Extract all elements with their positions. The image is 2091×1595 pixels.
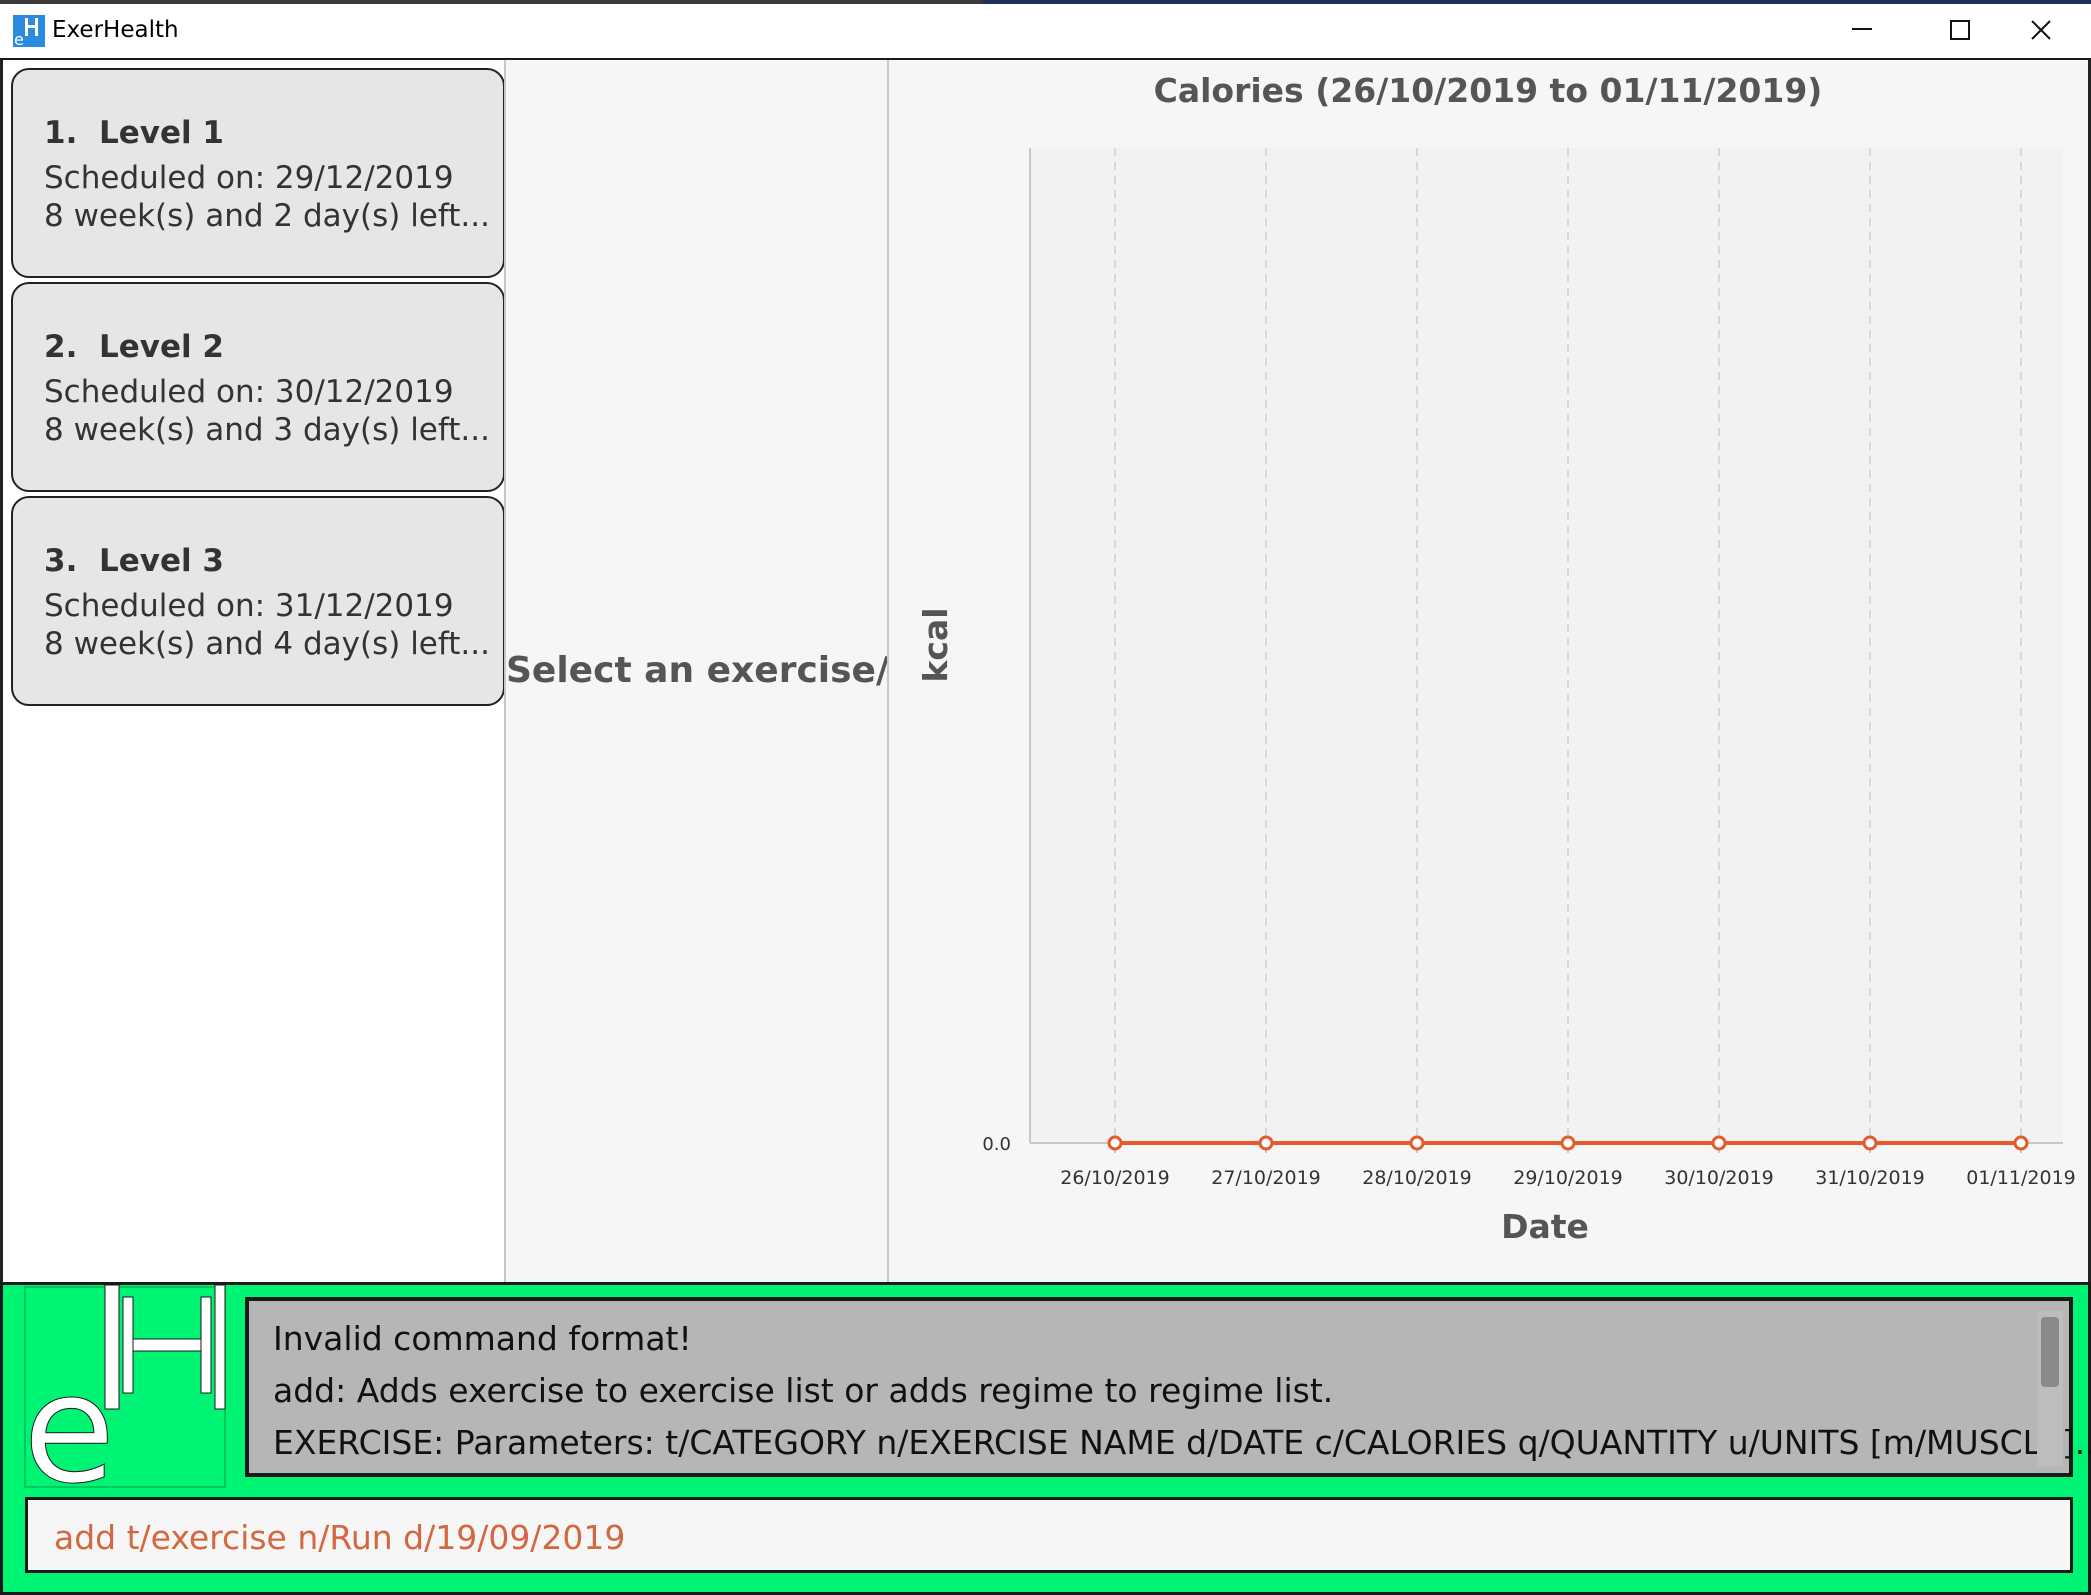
data-point[interactable] <box>1711 1135 1727 1151</box>
calories-chart: Calories (26/10/2019 to 01/11/2019) kcal… <box>916 71 2076 1246</box>
regime-card[interactable]: 2. Level 2 Scheduled on: 30/12/2019 8 we… <box>11 282 505 492</box>
result-line: Invalid command format! <box>273 1319 692 1358</box>
x-tick-label: 30/10/2019 <box>1664 1167 1774 1189</box>
desktop-strip <box>0 0 2091 4</box>
result-display[interactable]: Invalid command format! add: Adds exerci… <box>245 1297 2091 1477</box>
data-point[interactable] <box>1409 1135 1425 1151</box>
x-tick-label: 31/10/2019 <box>1815 1167 1925 1189</box>
regime-card-remaining: 8 week(s) and 2 day(s) left... <box>44 198 490 234</box>
x-tick-label: 27/10/2019 <box>1211 1167 1321 1189</box>
detail-panel: Select an exercise/re... <box>506 60 888 1282</box>
x-tick-label: 01/11/2019 <box>1966 1167 2076 1189</box>
result-line: add: Adds exercise to exercise list or a… <box>273 1371 1334 1410</box>
data-point[interactable] <box>1862 1135 1878 1151</box>
result-line: EXERCISE: Parameters: t/CATEGORY n/EXERC… <box>273 1423 2091 1462</box>
x-tick-label: 26/10/2019 <box>1060 1167 1170 1189</box>
regime-card-title: 2. Level 2 <box>44 329 224 365</box>
regime-card[interactable]: 3. Level 3 Scheduled on: 31/12/2019 8 we… <box>11 496 505 706</box>
x-tick-label: 29/10/2019 <box>1513 1167 1623 1189</box>
svg-text:e: e <box>23 1343 115 1490</box>
command-box[interactable] <box>25 1497 2073 1573</box>
svg-text:e: e <box>14 30 24 47</box>
regime-card-title: 3. Level 3 <box>44 543 224 579</box>
regime-card-scheduled: Scheduled on: 30/12/2019 <box>44 374 454 410</box>
close-icon[interactable] <box>1996 4 2088 56</box>
y-axis-label: kcal <box>916 607 955 682</box>
minimize-icon[interactable] <box>1816 4 1908 56</box>
regime-card-remaining: 8 week(s) and 4 day(s) left... <box>44 626 490 662</box>
regime-card[interactable]: 1. Level 1 Scheduled on: 29/12/2019 8 we… <box>11 68 505 278</box>
result-scrollbar[interactable] <box>2037 1311 2063 1466</box>
regime-card-scheduled: Scheduled on: 31/12/2019 <box>44 588 454 624</box>
x-tick-label: 28/10/2019 <box>1362 1167 1472 1189</box>
plot-area <box>1030 148 2063 1143</box>
data-point[interactable] <box>1258 1135 1274 1151</box>
exerhealth-logo-icon: e <box>23 1285 226 1490</box>
regime-card-remaining: 8 week(s) and 3 day(s) left... <box>44 412 490 448</box>
maximize-icon[interactable] <box>1903 4 1995 56</box>
command-area: e Invalid command format! add: Adds exer… <box>0 1282 2091 1595</box>
regime-card-scheduled: Scheduled on: 29/12/2019 <box>44 160 454 196</box>
regime-card-title: 1. Level 1 <box>44 115 224 151</box>
app-title: ExerHealth <box>52 17 179 43</box>
panel-divider <box>504 60 506 1282</box>
title-bar[interactable]: e ExerHealth <box>0 4 2091 60</box>
y-tick-label: 0.0 <box>982 1134 1011 1155</box>
chart-title: Calories (26/10/2019 to 01/11/2019) <box>1154 71 1823 110</box>
chart-panel: Calories (26/10/2019 to 01/11/2019) kcal… <box>889 60 2088 1282</box>
x-axis-label: Date <box>1501 1207 1589 1246</box>
main-content: 1. Level 1 Scheduled on: 29/12/2019 8 we… <box>0 60 2091 1282</box>
scrollbar-thumb[interactable] <box>2041 1317 2059 1387</box>
data-point[interactable] <box>1107 1135 1123 1151</box>
command-input[interactable] <box>52 1508 2046 1566</box>
panel-divider <box>887 60 889 1282</box>
detail-placeholder: Select an exercise/re... <box>506 650 888 691</box>
regime-list-panel[interactable]: 1. Level 1 Scheduled on: 29/12/2019 8 we… <box>6 60 506 1282</box>
data-point[interactable] <box>1560 1135 1576 1151</box>
data-point[interactable] <box>2013 1135 2029 1151</box>
app-icon: e <box>13 15 45 47</box>
